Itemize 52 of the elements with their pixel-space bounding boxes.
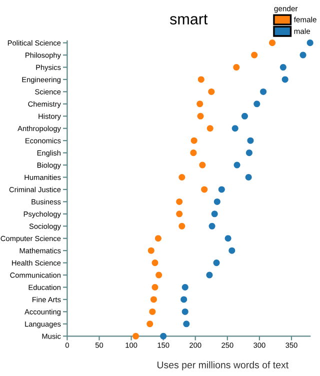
point xyxy=(156,272,162,278)
point xyxy=(218,186,225,193)
point xyxy=(152,284,158,291)
point xyxy=(146,320,154,328)
point xyxy=(182,308,188,315)
point xyxy=(206,125,214,132)
point xyxy=(198,76,204,83)
point xyxy=(211,210,218,218)
point xyxy=(190,150,197,156)
point xyxy=(150,296,157,303)
point xyxy=(152,260,158,266)
x-axis-title: Uses per millions words of text xyxy=(157,361,288,370)
point xyxy=(224,235,232,242)
point xyxy=(183,320,190,328)
point xyxy=(201,186,208,193)
point xyxy=(132,332,140,340)
point xyxy=(251,52,258,58)
point xyxy=(176,210,183,218)
point xyxy=(208,222,216,230)
point xyxy=(247,137,254,144)
point xyxy=(180,296,188,303)
point xyxy=(260,88,267,95)
point xyxy=(182,284,188,291)
point xyxy=(246,150,252,156)
point xyxy=(241,112,248,120)
point xyxy=(148,247,154,254)
point xyxy=(214,198,220,205)
point xyxy=(245,174,252,181)
point xyxy=(269,40,276,46)
point xyxy=(282,76,288,83)
chart-title: smart xyxy=(170,14,208,24)
point xyxy=(232,125,238,132)
point xyxy=(300,52,306,58)
point xyxy=(234,162,240,168)
point xyxy=(197,112,204,120)
point xyxy=(149,308,156,315)
point xyxy=(154,235,162,242)
point xyxy=(206,272,213,278)
point xyxy=(233,64,240,71)
point xyxy=(178,174,186,181)
point xyxy=(196,100,204,108)
point xyxy=(190,137,198,144)
point xyxy=(176,198,183,205)
point xyxy=(213,260,220,266)
point xyxy=(199,162,206,168)
point xyxy=(178,222,186,230)
point xyxy=(208,88,215,95)
point xyxy=(306,40,314,46)
point xyxy=(228,247,236,254)
point xyxy=(254,100,260,108)
point xyxy=(160,332,167,340)
point xyxy=(280,64,286,71)
